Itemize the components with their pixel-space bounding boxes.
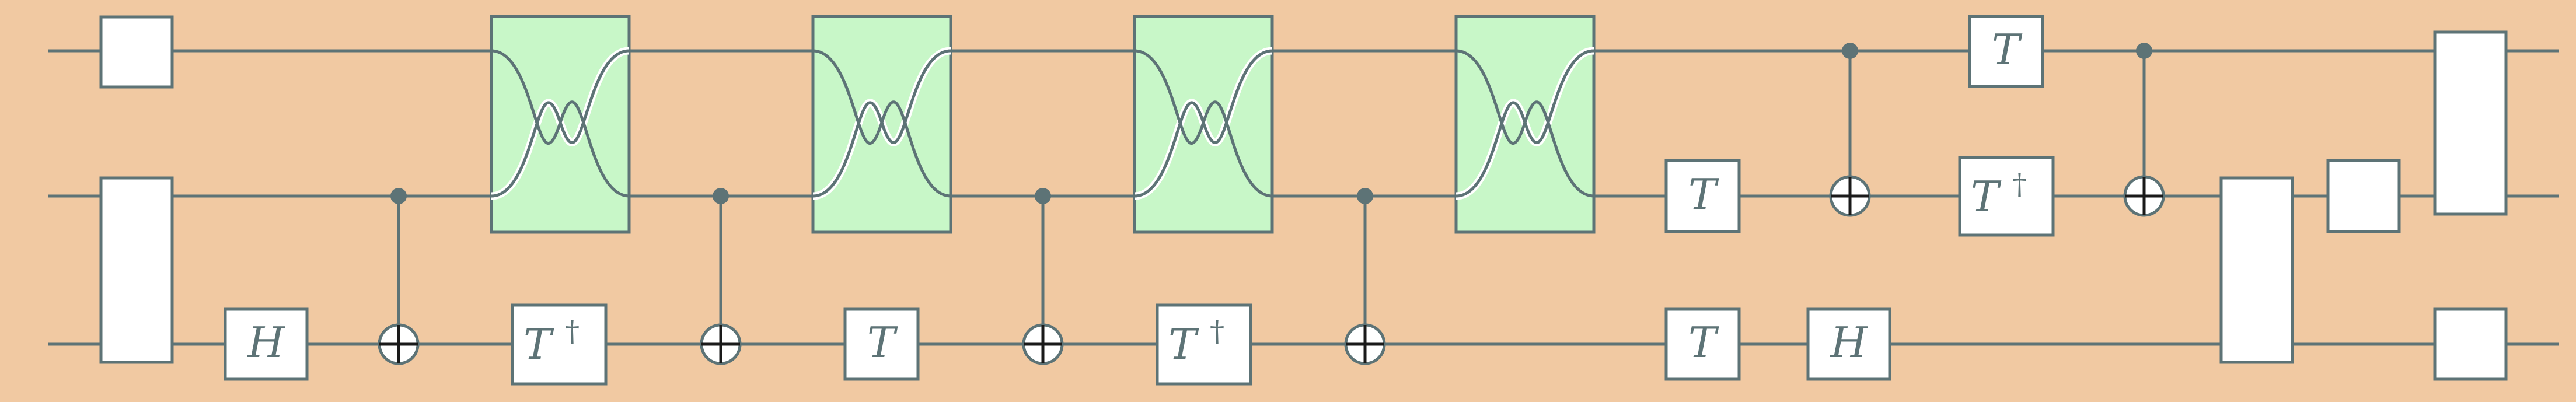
blank-gate-tall-top-right xyxy=(2433,30,2508,216)
cnot-3 xyxy=(1022,188,1064,365)
cnot-6 xyxy=(2123,43,2165,217)
cnot-2-target xyxy=(700,323,742,365)
gate-t-middle-label: T xyxy=(1688,170,1719,219)
blank-gate-bottom-right xyxy=(2433,307,2508,381)
cnot-1-control-dot xyxy=(390,188,407,204)
gate-tdg-bottom-2-symbol: T xyxy=(1168,320,1199,369)
gate-tdg-middle-symbol: T xyxy=(1971,172,2002,221)
blank-gate-tall-left xyxy=(99,176,174,364)
gate-h-bottom-2-label: H xyxy=(1830,318,1868,367)
gate-tdg-middle-dagger: † xyxy=(2012,167,2027,201)
gate-t-bottom-2: T xyxy=(1664,307,1741,381)
gate-tdg-middle: T † xyxy=(1958,156,2055,237)
gate-t-top: T xyxy=(1968,15,2044,88)
cnot-4 xyxy=(1344,188,1386,365)
cnot-6-target xyxy=(2123,175,2165,217)
cnot-1-target xyxy=(378,323,420,365)
gate-t-middle: T xyxy=(1664,159,1741,233)
cnot-6-control-dot xyxy=(2136,43,2152,59)
unlabeled-gates-end xyxy=(2219,30,2508,381)
gate-t-bottom-1: T xyxy=(843,307,920,381)
gate-tdg-bottom-2-dagger: † xyxy=(1210,314,1224,348)
cnot-5 xyxy=(1829,43,1871,217)
gate-h-bottom-1: H xyxy=(224,307,309,381)
swap-gate-4 xyxy=(1454,15,1596,234)
cnot-3-control-dot xyxy=(1035,188,1051,204)
blank-gate-middle-right xyxy=(2326,159,2401,233)
cnot-3-target xyxy=(1022,323,1064,365)
gate-tdg-bottom-1-dagger: † xyxy=(565,314,580,348)
svg-text:T †: T † xyxy=(1971,167,2027,221)
swap-gate-1 xyxy=(490,15,631,234)
gate-t-top-label: T xyxy=(1992,25,2023,74)
gate-tdg-bottom-1: T † xyxy=(511,303,608,386)
cnot-2-control-dot xyxy=(713,188,729,204)
svg-text:T †: T † xyxy=(523,314,580,369)
unlabeled-gates-start xyxy=(99,15,174,364)
gate-tdg-bottom-1-symbol: T xyxy=(523,320,554,369)
cnot-4-control-dot xyxy=(1357,188,1373,204)
gate-h-bottom-2: H xyxy=(1806,307,1891,381)
gate-tdg-bottom-2: T † xyxy=(1156,303,1252,386)
gate-t-bottom-2-label: T xyxy=(1688,318,1719,367)
gate-h-bottom-1-label: H xyxy=(247,318,285,367)
swap-gate-2 xyxy=(811,15,952,234)
blank-gate-top-left xyxy=(99,15,174,89)
cnot-5-control-dot xyxy=(1842,43,1858,59)
gate-t-bottom-1-label: T xyxy=(867,318,898,367)
svg-text:T †: T † xyxy=(1168,314,1224,369)
cnot-5-target xyxy=(1829,175,1871,217)
blank-gate-tall-bottom-right xyxy=(2219,176,2294,364)
swap-gate-3 xyxy=(1133,15,1274,234)
cnot-1 xyxy=(378,188,420,365)
cnot-2 xyxy=(700,188,742,365)
cnot-4-target xyxy=(1344,323,1386,365)
